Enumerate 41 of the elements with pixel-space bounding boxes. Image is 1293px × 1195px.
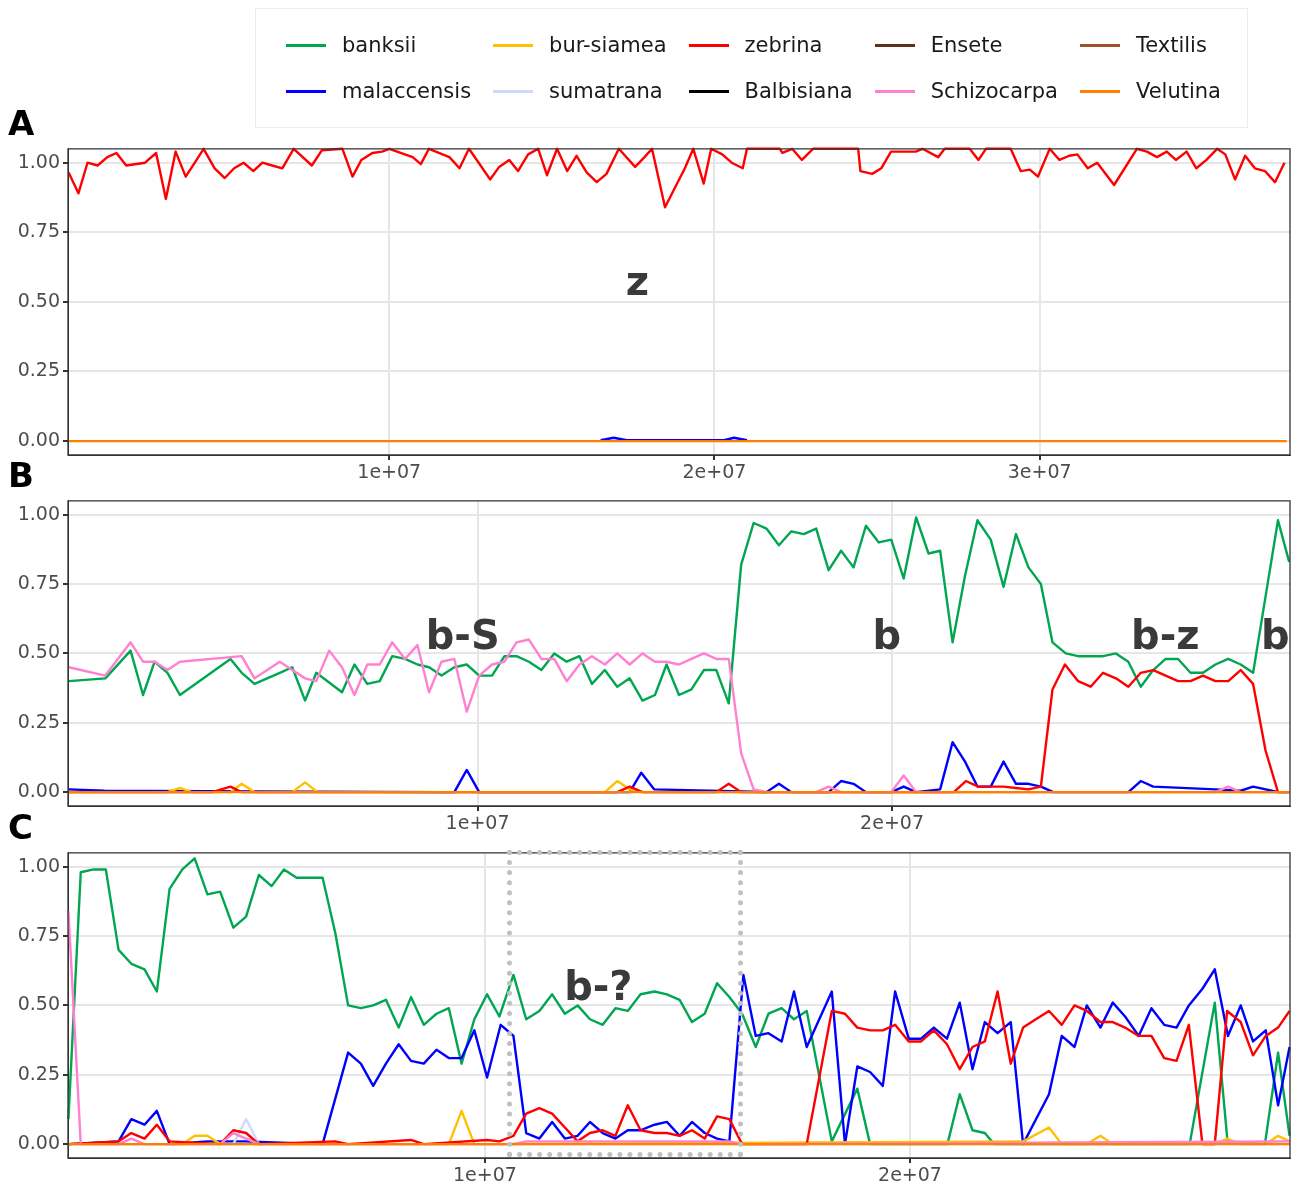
y-tick-label: 0.75 xyxy=(17,922,60,945)
y-tick-label: 0.00 xyxy=(17,428,60,451)
x-tick-label: 1e+07 xyxy=(445,811,510,834)
legend-label: banksii xyxy=(342,33,417,57)
y-tick-label: 0.00 xyxy=(17,779,60,802)
legend-label: bur-siamea xyxy=(549,33,667,57)
x-tick-label: 2e+07 xyxy=(682,460,747,483)
y-tick-label: 0.50 xyxy=(17,640,60,663)
x-tick-label: 1e+07 xyxy=(453,1163,517,1186)
annotation: b-z xyxy=(1131,611,1200,658)
y-tick-label: 0.50 xyxy=(17,288,60,311)
annotation: b xyxy=(872,611,902,658)
chart-title: B xyxy=(8,455,34,496)
annotation: z xyxy=(625,258,650,305)
legend-label: sumatrana xyxy=(549,79,663,103)
y-tick-label: 0.50 xyxy=(17,992,60,1015)
y-tick-label: 1.00 xyxy=(17,149,60,172)
y-tick-label: 0.75 xyxy=(17,570,60,593)
x-tick-label: 1e+07 xyxy=(357,460,422,483)
annotation: b-S xyxy=(425,611,500,658)
y-tick-label: 0.00 xyxy=(17,1131,60,1154)
annotation: b xyxy=(1261,611,1290,658)
legend-label: malaccensis xyxy=(342,79,472,103)
x-tick-label: 2e+07 xyxy=(860,811,924,834)
y-tick-label: 0.25 xyxy=(17,709,60,732)
y-tick-label: 1.00 xyxy=(17,501,60,524)
legend-label: Textilis xyxy=(1135,33,1207,57)
y-tick-label: 1.00 xyxy=(17,853,60,876)
y-tick-label: 0.25 xyxy=(17,1061,60,1084)
x-tick-label: 3e+07 xyxy=(1007,460,1072,483)
legend-label: Ensete xyxy=(930,33,1003,57)
annotation: b-? xyxy=(564,962,633,1009)
y-tick-label: 0.25 xyxy=(17,358,60,381)
chart-title: C xyxy=(8,807,33,848)
legend-label: Schizocarpa xyxy=(930,79,1058,103)
chart-title: A xyxy=(8,103,35,144)
legend-label: Velutina xyxy=(1135,79,1221,103)
legend-label: Balbisiana xyxy=(744,79,853,103)
y-tick-label: 0.75 xyxy=(17,219,60,242)
x-tick-label: 2e+07 xyxy=(878,1163,942,1186)
legend-label: zebrina xyxy=(744,33,823,57)
